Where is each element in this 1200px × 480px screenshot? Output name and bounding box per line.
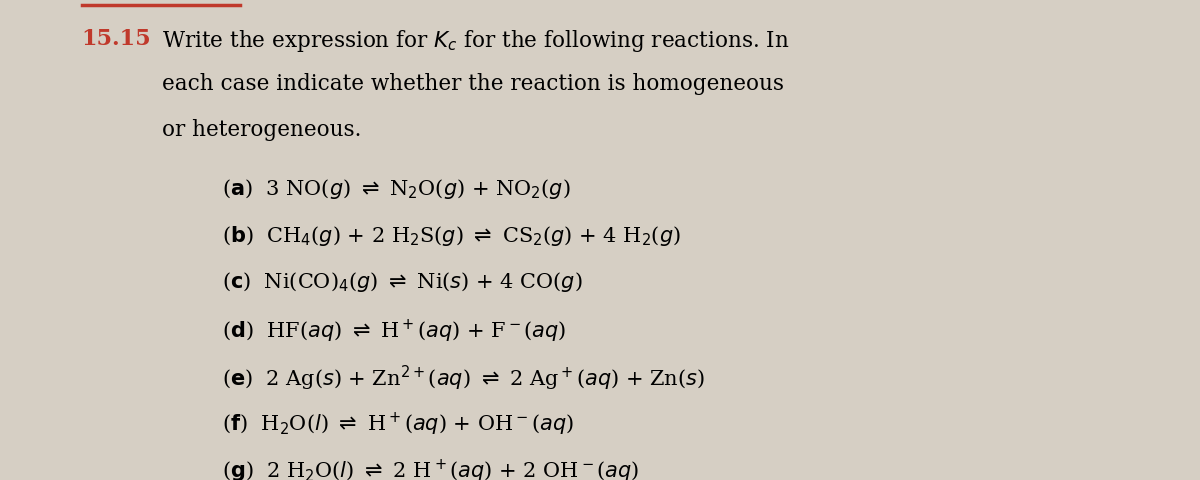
Text: ($\mathbf{e}$)  2 Ag($s$) + Zn$^{2+}$($aq$) $\rightleftharpoons$ 2 Ag$^+$($aq$) : ($\mathbf{e}$) 2 Ag($s$) + Zn$^{2+}$($aq… <box>222 363 704 393</box>
Text: or heterogeneous.: or heterogeneous. <box>162 119 361 141</box>
Text: ($\mathbf{a}$)  3 NO($g$) $\rightleftharpoons$ N$_2$O($g$) + NO$_2$($g$): ($\mathbf{a}$) 3 NO($g$) $\rightleftharp… <box>222 176 570 200</box>
Point <box>233 3 247 9</box>
Text: Write the expression for $K_c$ for the following reactions. In: Write the expression for $K_c$ for the f… <box>162 28 790 54</box>
Point <box>74 3 89 9</box>
Text: ($\mathbf{d}$)  HF($aq$) $\rightleftharpoons$ H$^+$($aq$) + F$^-$($aq$): ($\mathbf{d}$) HF($aq$) $\rightleftharpo… <box>222 317 566 344</box>
Text: ($\mathbf{g}$)  2 H$_2$O($l$) $\rightleftharpoons$ 2 H$^+$($aq$) + 2 OH$^-$($aq$: ($\mathbf{g}$) 2 H$_2$O($l$) $\rightleft… <box>222 457 640 480</box>
Text: ($\mathbf{b}$)  CH$_4$($g$) + 2 H$_2$S($g$) $\rightleftharpoons$ CS$_2$($g$) + 4: ($\mathbf{b}$) CH$_4$($g$) + 2 H$_2$S($g… <box>222 223 680 247</box>
Text: 15.15: 15.15 <box>82 28 151 50</box>
Text: each case indicate whether the reaction is homogeneous: each case indicate whether the reaction … <box>162 73 784 95</box>
Text: ($\mathbf{f}$)  H$_2$O($l$) $\rightleftharpoons$ H$^+$($aq$) + OH$^-$($aq$): ($\mathbf{f}$) H$_2$O($l$) $\rightleftha… <box>222 410 574 437</box>
Text: ($\mathbf{c}$)  Ni(CO)$_4$($g$) $\rightleftharpoons$ Ni($s$) + 4 CO($g$): ($\mathbf{c}$) Ni(CO)$_4$($g$) $\rightle… <box>222 270 582 294</box>
